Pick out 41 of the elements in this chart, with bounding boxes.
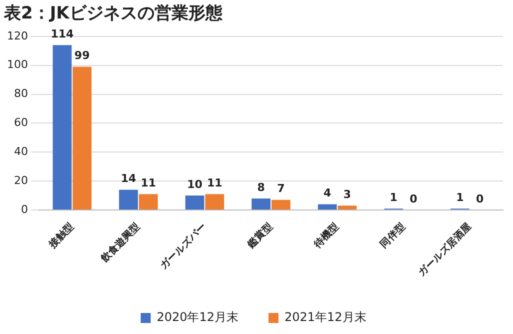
y-tick-label: 20 [14, 174, 28, 187]
bar [205, 194, 224, 210]
data-label: 14 [120, 172, 136, 186]
bar [72, 66, 92, 210]
x-tick-label: 同伴型 [378, 220, 408, 250]
y-tick-label: 100 [6, 58, 28, 72]
data-label: 3 [343, 188, 352, 202]
y-tick-label: 40 [14, 145, 28, 158]
x-tick-label: 接触型 [46, 220, 76, 252]
x-tick-label: ガールズ居酒屋 [416, 220, 474, 279]
y-tick-label: 0 [20, 202, 28, 216]
bar [338, 206, 357, 210]
bar [52, 45, 72, 210]
data-label: 4 [324, 186, 332, 200]
data-label: 11 [207, 176, 222, 190]
data-label: 10 [187, 178, 203, 191]
data-label: 114 [50, 27, 74, 40]
bar [271, 200, 290, 210]
y-tick-label: 60 [14, 116, 28, 130]
y-tick-label: 120 [6, 29, 28, 42]
bar [138, 194, 158, 210]
legend-label: 2021年12月末 [284, 310, 366, 324]
data-label: 8 [257, 180, 265, 194]
chart-title: 表2：JKビジネスの営業形態 [3, 4, 224, 24]
x-tick-label: ガールズバー [158, 220, 209, 272]
bar [252, 198, 270, 210]
data-label: 1 [390, 190, 398, 204]
data-label: 7 [277, 182, 285, 196]
x-tick-label: 飲食遊興型 [98, 220, 142, 266]
data-label: 0 [410, 192, 418, 206]
x-tick-label: 待機型 [310, 220, 342, 252]
y-tick-label: 80 [14, 87, 28, 100]
data-label: 1 [456, 190, 464, 204]
data-label: 11 [140, 176, 156, 190]
bar [185, 196, 204, 210]
bar [318, 204, 337, 210]
bar [119, 190, 138, 210]
data-label: 0 [476, 192, 484, 206]
data-label: 99 [74, 49, 90, 62]
x-tick-label: 鑑賞型 [244, 220, 275, 252]
legend-label: 2020年12月末 [156, 310, 239, 324]
